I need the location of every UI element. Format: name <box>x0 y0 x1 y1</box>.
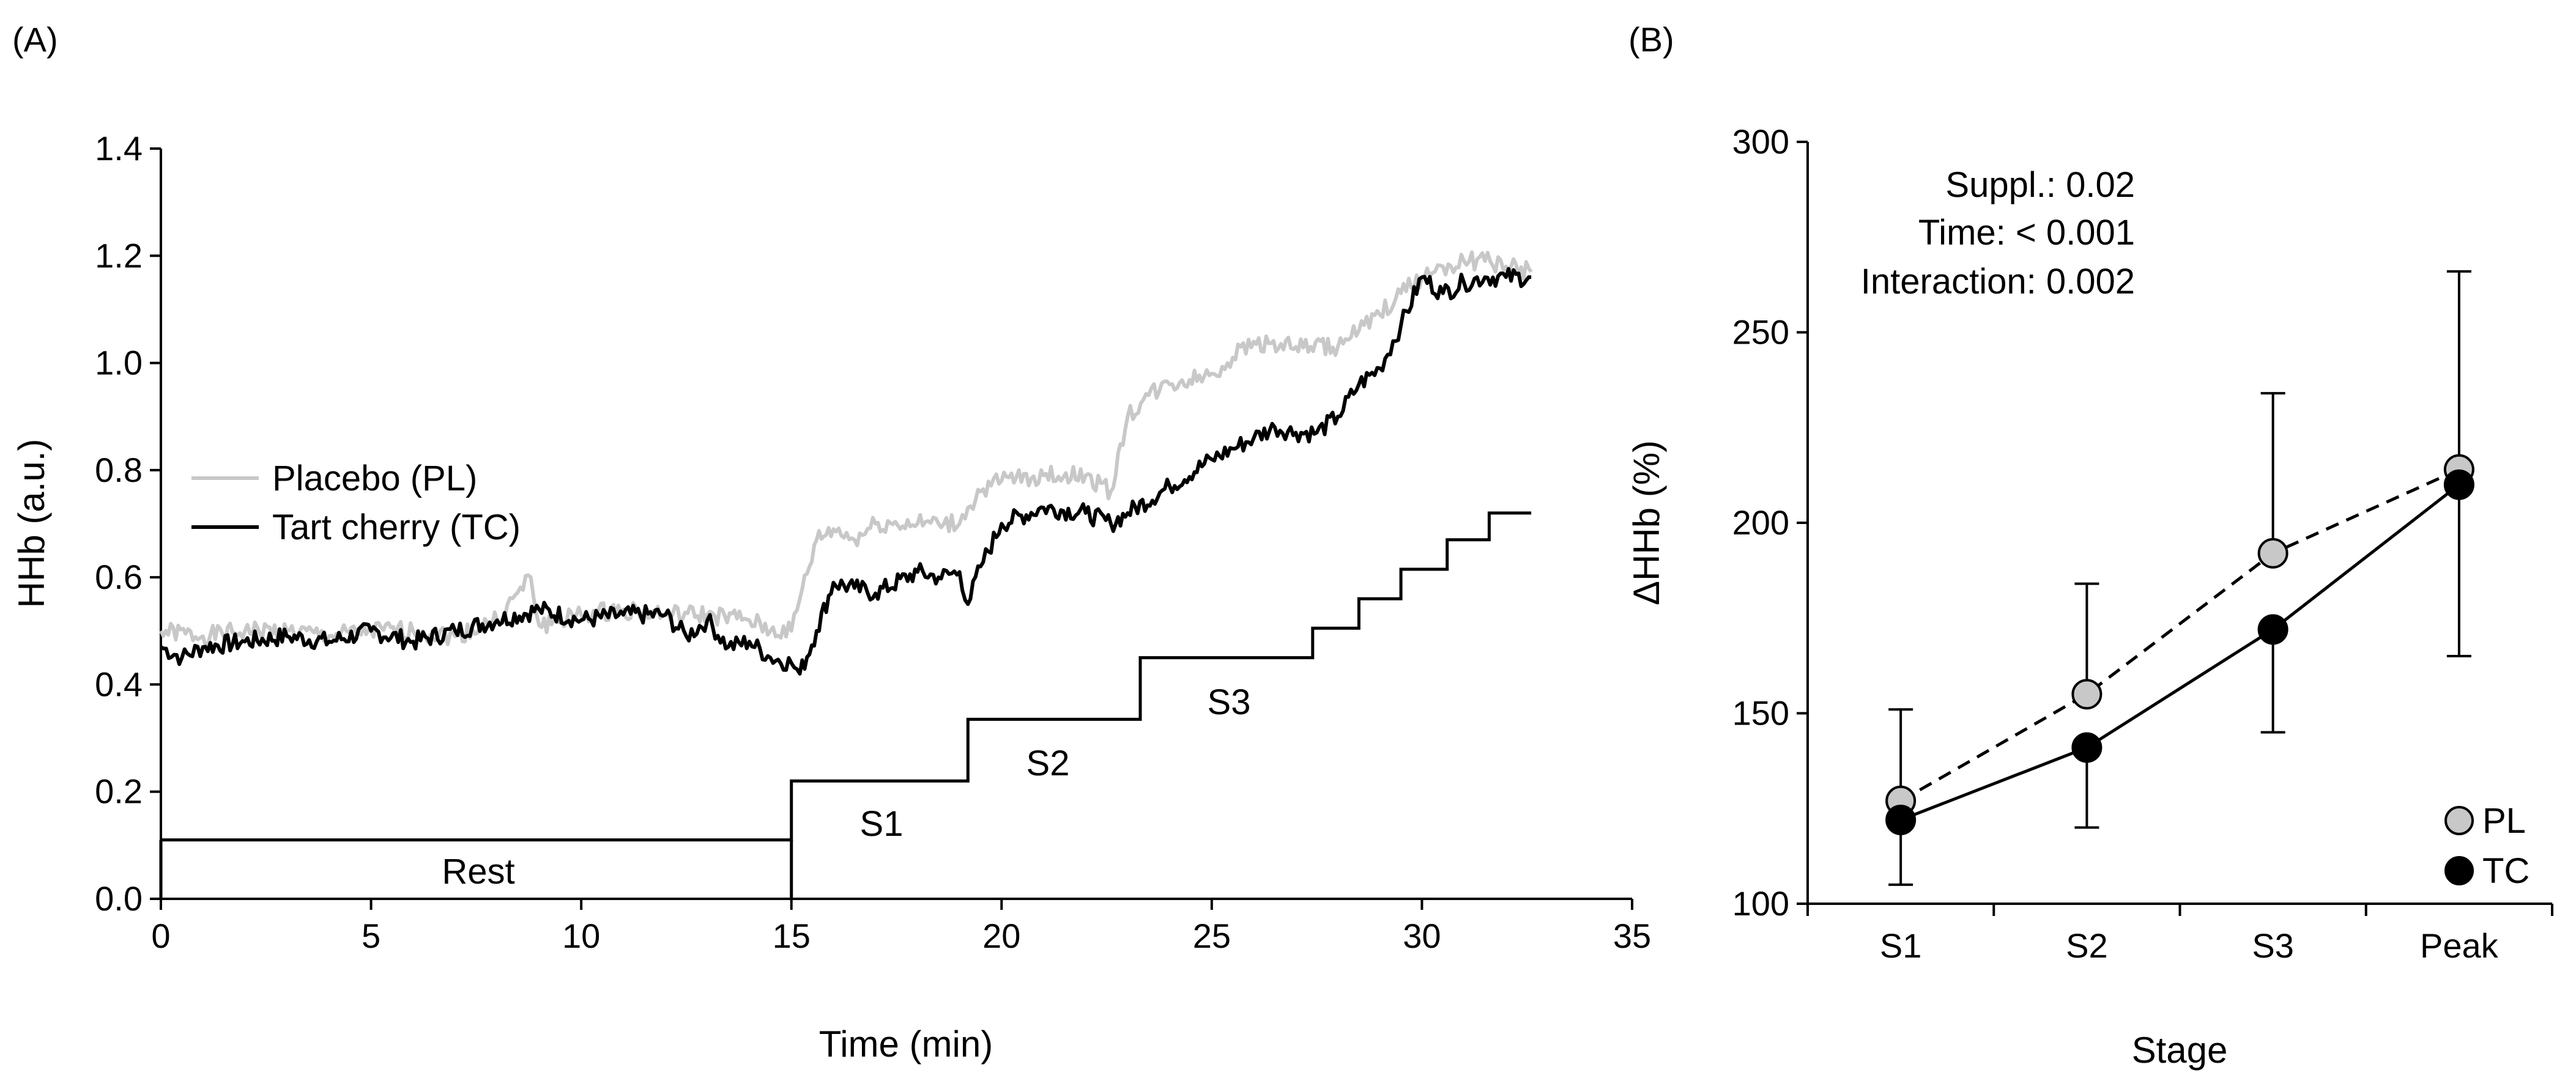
stat-suppl: Suppl.: 0.02 <box>1945 165 2135 205</box>
legend-label-placebo: Placebo (PL) <box>272 459 477 498</box>
y-tick-label-b: 200 <box>1732 503 1789 542</box>
y-tick-label-a: 0.8 <box>95 451 143 489</box>
panel-label-a: (A) <box>12 20 58 59</box>
y-tick-label-b: 250 <box>1732 313 1789 352</box>
y-tick-label-a: 1.2 <box>95 236 143 275</box>
series-line-pl <box>1899 468 2460 802</box>
stats-block: Suppl.: 0.02 Time: < 0.001 Interaction: … <box>1861 165 2135 301</box>
legend-b: PL TC <box>2444 801 2530 891</box>
legend-marker-pl <box>2444 806 2474 835</box>
legend-marker-tc <box>2444 856 2474 885</box>
y-axis-label-b: ΔHHb (%) <box>1626 440 1667 605</box>
point-tc <box>2071 732 2103 763</box>
point-pl <box>2071 679 2103 710</box>
x-tick-label-a: 25 <box>1193 917 1231 955</box>
x-axis-label-a: Time (min) <box>819 1024 993 1065</box>
legend-label-tc: TC <box>2482 851 2530 891</box>
y-axis-label-a: HHb (a.u.) <box>11 439 52 608</box>
legend-label-tart-cherry: Tart cherry (TC) <box>272 508 521 547</box>
legend-a: Placebo (PL) Tart cherry (TC) <box>191 459 521 547</box>
x-tick-label-a: 20 <box>982 917 1020 955</box>
x-tick-label-b: S1 <box>1880 926 1922 965</box>
x-tick-label-a: 30 <box>1403 917 1441 955</box>
annotation-rest: Rest <box>442 852 514 892</box>
y-tick-label-a: 1.0 <box>95 344 143 382</box>
y-tick-label-b: 150 <box>1732 694 1789 733</box>
chart-a: 0.00.20.40.60.81.01.21.4 0 5 10 15 20 25 30 35 … <box>11 129 1651 1065</box>
y-tick-label-b: 300 <box>1732 122 1789 161</box>
point-tc <box>1885 804 1917 835</box>
x-tick-label-a: 5 <box>362 917 380 955</box>
point-pl <box>2257 537 2288 569</box>
stat-time: Time: < 0.001 <box>1918 213 2135 253</box>
x-tick-label-a: 35 <box>1613 917 1651 955</box>
y-tick-label-a: 0.6 <box>95 558 143 596</box>
series-placebo-line <box>159 250 1533 647</box>
y-tick-label-a: 0.4 <box>95 665 143 703</box>
y-tick-label-b: 100 <box>1732 884 1789 923</box>
x-axis-label-b: Stage <box>2132 1030 2228 1071</box>
series-tart-cherry-line <box>160 267 1532 676</box>
x-tick-label-a: 0 <box>151 917 170 955</box>
point-tc <box>2257 614 2288 645</box>
annotation-s1: S1 <box>860 804 904 844</box>
x-tick-label-b: S3 <box>2252 926 2294 965</box>
annotation-s2: S2 <box>1026 744 1070 783</box>
x-tick-label-b: S2 <box>2066 926 2108 965</box>
y-tick-label-a: 0.0 <box>95 879 143 918</box>
series-line-tc <box>1900 483 2460 822</box>
x-tick-label-a: 15 <box>773 917 811 955</box>
y-tick-label-a: 0.2 <box>95 772 143 811</box>
y-tick-label-a: 1.4 <box>95 129 143 168</box>
point-tc <box>2443 469 2474 500</box>
annotation-s3: S3 <box>1208 682 1251 722</box>
legend-label-pl: PL <box>2482 801 2526 841</box>
stat-interaction: Interaction: 0.002 <box>1861 262 2135 301</box>
chart-b: 100 150 200 250 300 S1 S2 S3 Peak Stage ΔHHb (%… <box>1626 122 2553 1071</box>
series-protocol-steps <box>161 511 1532 842</box>
panel-label-b: (B) <box>1628 20 1674 59</box>
x-tick-label-b: Peak <box>2420 926 2499 965</box>
x-tick-label-a: 10 <box>562 917 600 955</box>
